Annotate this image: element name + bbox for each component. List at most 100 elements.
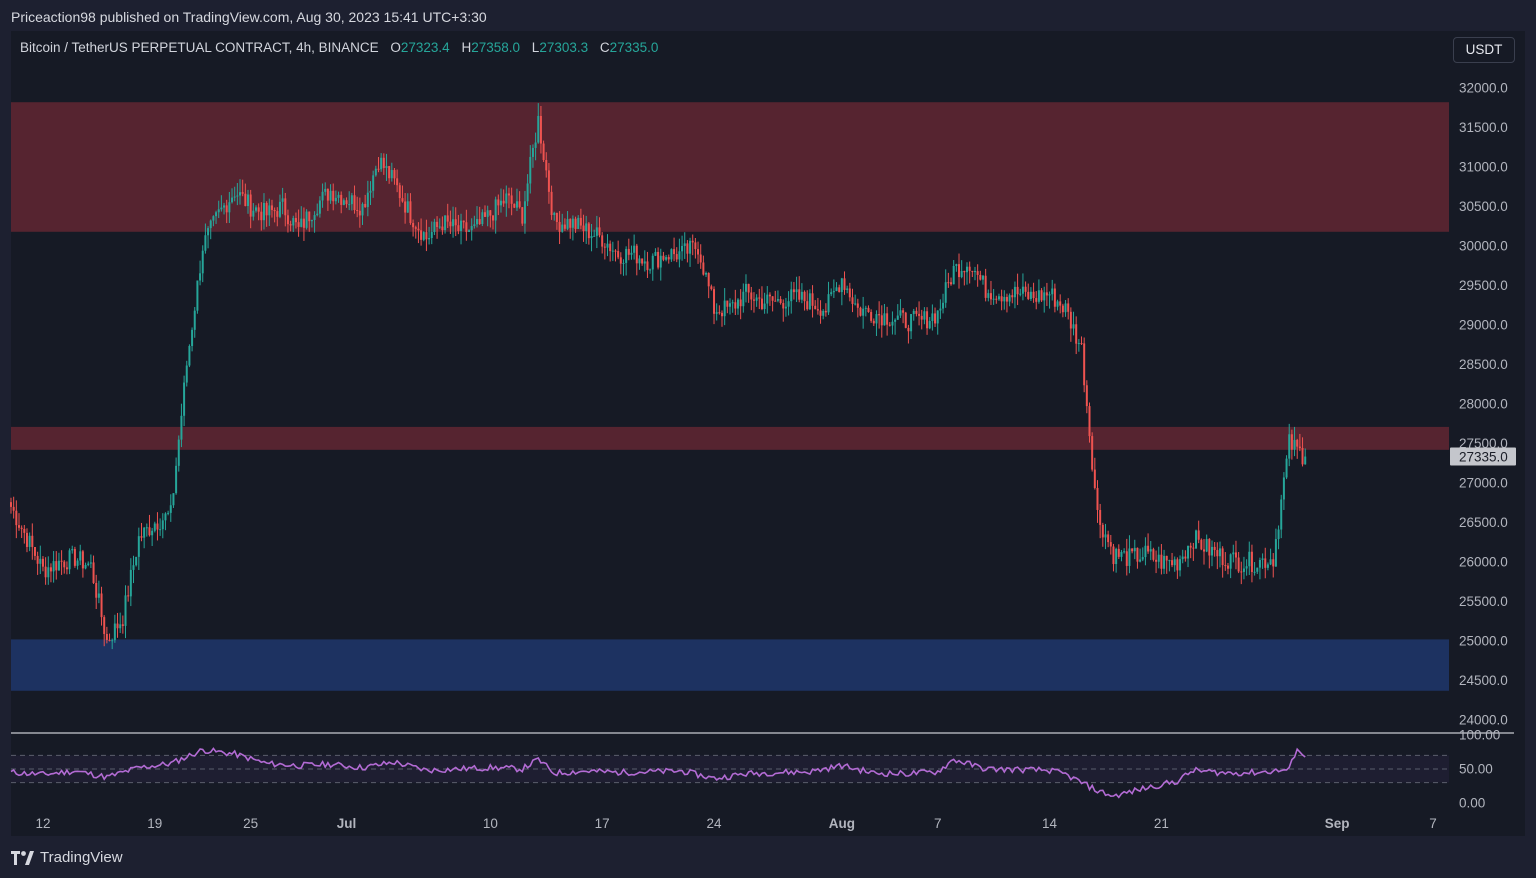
candle-body — [878, 314, 881, 316]
candle — [782, 299, 785, 322]
candle — [590, 224, 593, 252]
candle-body — [55, 561, 58, 571]
candle — [1285, 455, 1288, 480]
candle — [1011, 289, 1014, 304]
candle-body — [478, 219, 481, 225]
candle-body — [438, 226, 441, 228]
candle — [971, 270, 974, 278]
candle-body — [265, 203, 268, 216]
candle — [659, 248, 662, 281]
candle-body — [366, 192, 369, 208]
candle — [348, 191, 351, 211]
candle-body — [595, 227, 598, 236]
candle-body — [1264, 558, 1267, 568]
candle-body — [79, 551, 82, 561]
candle-body — [156, 523, 159, 530]
candle — [766, 286, 769, 314]
candle-body — [414, 227, 417, 229]
candle — [912, 308, 915, 321]
candle — [944, 269, 947, 308]
candle-body — [350, 195, 353, 205]
candle — [968, 261, 971, 284]
candle — [776, 290, 779, 303]
candle — [76, 558, 79, 570]
candle-body — [262, 203, 265, 221]
candle-body — [902, 310, 905, 313]
candle-body — [292, 218, 295, 226]
candle-body — [513, 203, 516, 208]
candle-body — [1093, 469, 1096, 488]
last-price-label: 27335.0 — [1459, 450, 1508, 465]
candle — [1152, 547, 1155, 562]
candle-body — [659, 255, 662, 268]
candle-body — [768, 294, 771, 297]
candle-body — [1163, 555, 1166, 569]
candle-body — [1005, 296, 1008, 302]
candle-body — [694, 242, 697, 250]
candle-body — [92, 562, 95, 583]
high-label: H — [461, 40, 472, 55]
candle-body — [942, 302, 945, 309]
candle-body — [393, 170, 396, 179]
price-tick-label: 31000.0 — [1459, 160, 1508, 175]
candle-body — [209, 220, 212, 229]
price-tick-label: 24000.0 — [1459, 713, 1508, 728]
candle — [1061, 303, 1064, 318]
candle-body — [239, 192, 242, 196]
candle — [547, 163, 550, 204]
candle — [188, 344, 191, 368]
time-tick-label: Aug — [829, 816, 855, 831]
candle — [310, 219, 313, 228]
candle-body — [779, 299, 782, 304]
candle — [473, 215, 476, 229]
candle — [1043, 286, 1046, 313]
candle-body — [97, 593, 100, 598]
candle-body — [486, 210, 489, 217]
candle-body — [563, 224, 566, 229]
candle — [763, 292, 766, 314]
candle — [705, 271, 708, 278]
candle — [113, 614, 116, 643]
price-tick-label: 29000.0 — [1459, 318, 1508, 333]
candle — [414, 225, 417, 239]
candle — [167, 510, 170, 516]
candle-body — [870, 312, 873, 321]
currency-button[interactable]: USDT — [1453, 37, 1515, 63]
candle — [412, 219, 415, 237]
candle — [918, 301, 921, 326]
candle-body — [715, 312, 718, 314]
tradingview-logo[interactable]: TradingView — [11, 849, 123, 866]
candle — [915, 307, 918, 317]
candle — [1072, 311, 1075, 336]
candle-body — [973, 271, 976, 273]
candle-body — [81, 551, 84, 569]
candle-body — [995, 298, 998, 300]
candle — [286, 209, 289, 233]
candle-body — [1232, 552, 1235, 555]
candle-body — [247, 194, 250, 207]
candle-body — [651, 255, 654, 270]
candle-body — [1061, 305, 1064, 313]
candle-body — [515, 201, 518, 208]
candle-body — [334, 197, 337, 202]
candle — [105, 626, 108, 644]
candle-body — [1088, 406, 1091, 437]
candle — [630, 245, 633, 260]
candle-body — [71, 549, 74, 551]
candle — [140, 522, 143, 542]
candle-body — [233, 196, 236, 198]
candle — [36, 551, 39, 575]
candle — [1107, 530, 1110, 548]
price-tick-label: 28000.0 — [1459, 397, 1508, 412]
candle-body — [718, 312, 721, 314]
candle-body — [1248, 551, 1251, 567]
candle-body — [593, 235, 596, 237]
candle-body — [1083, 343, 1086, 386]
candle-body — [404, 201, 407, 213]
candle-body — [1136, 547, 1139, 562]
candle-body — [236, 195, 239, 197]
candle — [563, 218, 566, 231]
candle — [1264, 547, 1267, 579]
close-value: 27335.0 — [609, 40, 659, 55]
